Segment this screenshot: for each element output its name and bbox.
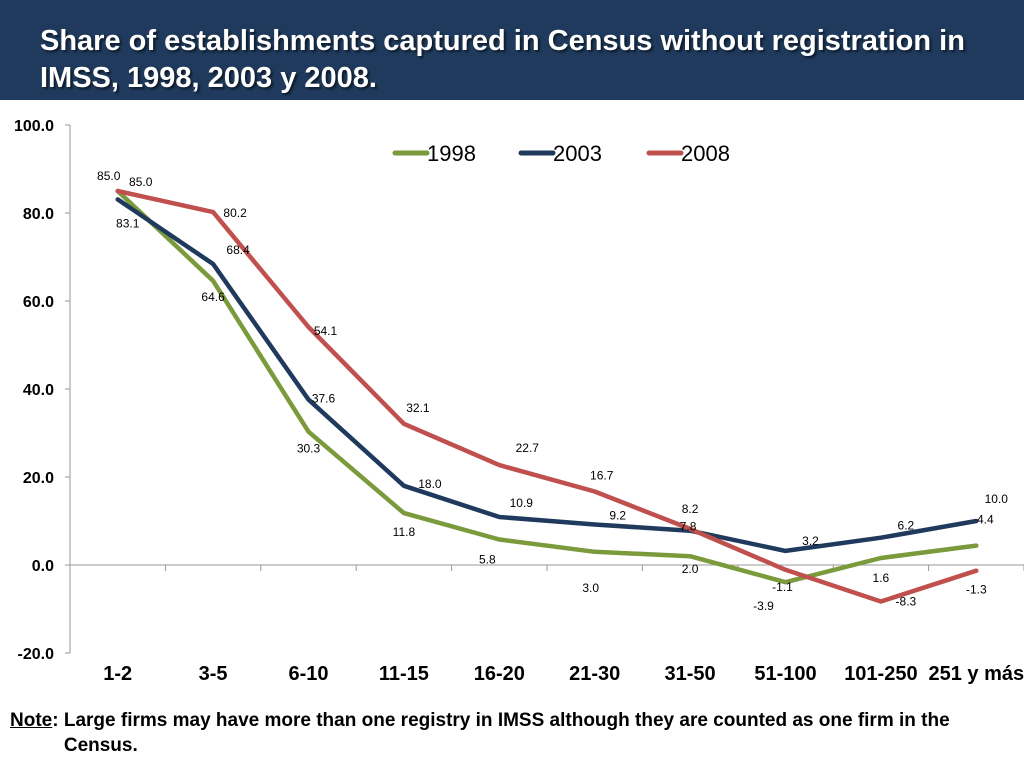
data-label-1998: -3.9 [753,599,774,613]
x-tick-label: 101-250 [844,663,917,685]
data-label-1998: 5.8 [479,552,496,566]
y-tick-label: -20.0 [18,646,55,663]
data-label-2008: 85.0 [129,175,153,189]
data-label-1998: 85.0 [97,169,121,183]
x-tick-label: 251 y más [928,663,1024,685]
series-line-2008 [115,188,979,604]
series-line-1998 [115,188,979,585]
x-tick-label: 6-10 [288,663,328,685]
y-tick-label: 20.0 [23,470,54,487]
y-tick-label: 60.0 [23,294,54,311]
data-label-2003: 68.4 [226,243,250,257]
chart-data-labels: 85.0 64.6 30.3 11.8 5.8 3.0 2.0 -3.9 1.6 4.4 83.1 6… [97,169,1008,613]
footnote-text: Large firms may have more than one regis… [63,710,950,756]
data-label-1998: 1.6 [873,571,890,585]
line-chart: 100.0 80.0 60.0 40.0 20.0 0.0 -20.0 1-2 3-5 6-10 1… [14,118,1024,685]
data-label-2003: 3.2 [802,534,819,548]
data-label-2003: 9.2 [609,509,626,523]
x-tick-label: 11-15 [379,663,429,685]
chart-series [115,188,979,604]
data-label-2003: 6.2 [898,519,915,533]
data-label-2008: 32.1 [406,401,430,415]
legend-label-2003: 2003 [553,141,602,166]
data-label-2003: 18.0 [418,477,442,491]
chart-legend: 1998 2003 2008 [392,141,730,166]
slide-title: Share of establishments captured in Cens… [40,25,965,94]
data-label-2003: 83.1 [116,216,140,230]
data-label-2008: -1.3 [966,583,987,597]
data-label-1998: 64.6 [201,290,225,304]
legend-label-1998: 1998 [427,141,476,166]
title-bar: Share of establishments captured in Cens… [0,0,1024,100]
footnote-label: Note [10,710,53,731]
x-tick-label: 31-50 [665,663,716,685]
y-tick-label: 100.0 [14,118,54,135]
data-label-1998: 3.0 [582,581,599,595]
data-label-2008: 8.2 [682,502,699,516]
data-label-1998: 2.0 [682,562,699,576]
legend-label-2008: 2008 [681,141,730,166]
data-label-2003: 7.8 [680,520,697,534]
data-label-2008: -8.3 [896,595,917,609]
data-label-2003: 10.9 [510,496,534,510]
data-label-2003: 10.0 [985,492,1009,506]
x-tick-label: 51-100 [754,663,816,685]
data-label-1998: 30.3 [297,442,321,456]
series-line-2003 [115,197,979,554]
data-label-2008: 54.1 [314,324,338,338]
y-tick-label: 80.0 [23,206,54,223]
data-label-1998: 11.8 [393,525,416,539]
data-label-2008: -1.1 [772,580,793,594]
chart-axes: 100.0 80.0 60.0 40.0 20.0 0.0 -20.0 1-2 3-5 6-10 1… [14,118,1024,685]
data-label-2008: 80.2 [223,206,247,220]
data-label-1998: 4.4 [977,513,994,527]
data-label-2008: 16.7 [590,469,614,483]
x-tick-label: 16-20 [474,663,525,685]
y-tick-label: 40.0 [23,382,54,399]
x-tick-label: 3-5 [199,663,228,685]
data-label-2008: 22.7 [516,441,540,455]
x-tick-label: 1-2 [103,663,132,685]
x-tick-label: 21-30 [569,663,620,685]
footnote: Note: Large firms may have more than one… [10,708,1010,758]
data-label-2003: 37.6 [312,392,336,406]
y-tick-label: 0.0 [32,558,54,575]
